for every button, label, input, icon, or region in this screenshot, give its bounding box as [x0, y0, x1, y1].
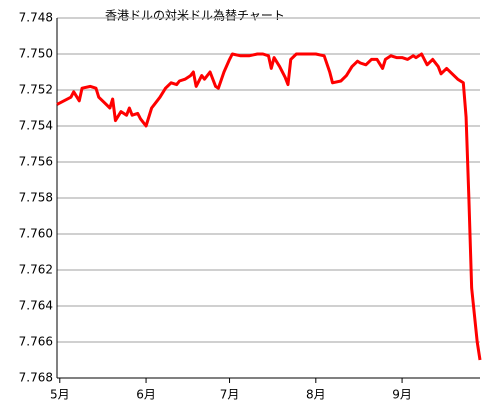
x-tick-label: 6月 [136, 388, 156, 402]
y-tick-label: 7.764 [19, 299, 53, 313]
y-tick-label: 7.762 [19, 263, 53, 277]
y-tick-label: 7.756 [19, 155, 53, 169]
x-tick-label: 8月 [306, 388, 326, 402]
y-tick-label: 7.758 [19, 191, 53, 205]
y-tick-label: 7.752 [19, 83, 53, 97]
x-tick-label: 5月 [50, 388, 70, 402]
chart-title: 香港ドルの対米ドル為替チャート [105, 9, 285, 23]
y-tick-label: 7.760 [19, 227, 53, 241]
y-tick-label: 7.754 [19, 119, 53, 133]
y-tick-label: 7.750 [19, 47, 53, 61]
y-tick-label: 7.766 [19, 335, 53, 349]
y-tick-label: 7.768 [19, 371, 53, 385]
line [56, 52, 482, 361]
x-tick-label: 7月 [220, 388, 240, 402]
x-tick-label: 9月 [392, 388, 412, 402]
y-tick-label: 7.748 [19, 11, 53, 25]
